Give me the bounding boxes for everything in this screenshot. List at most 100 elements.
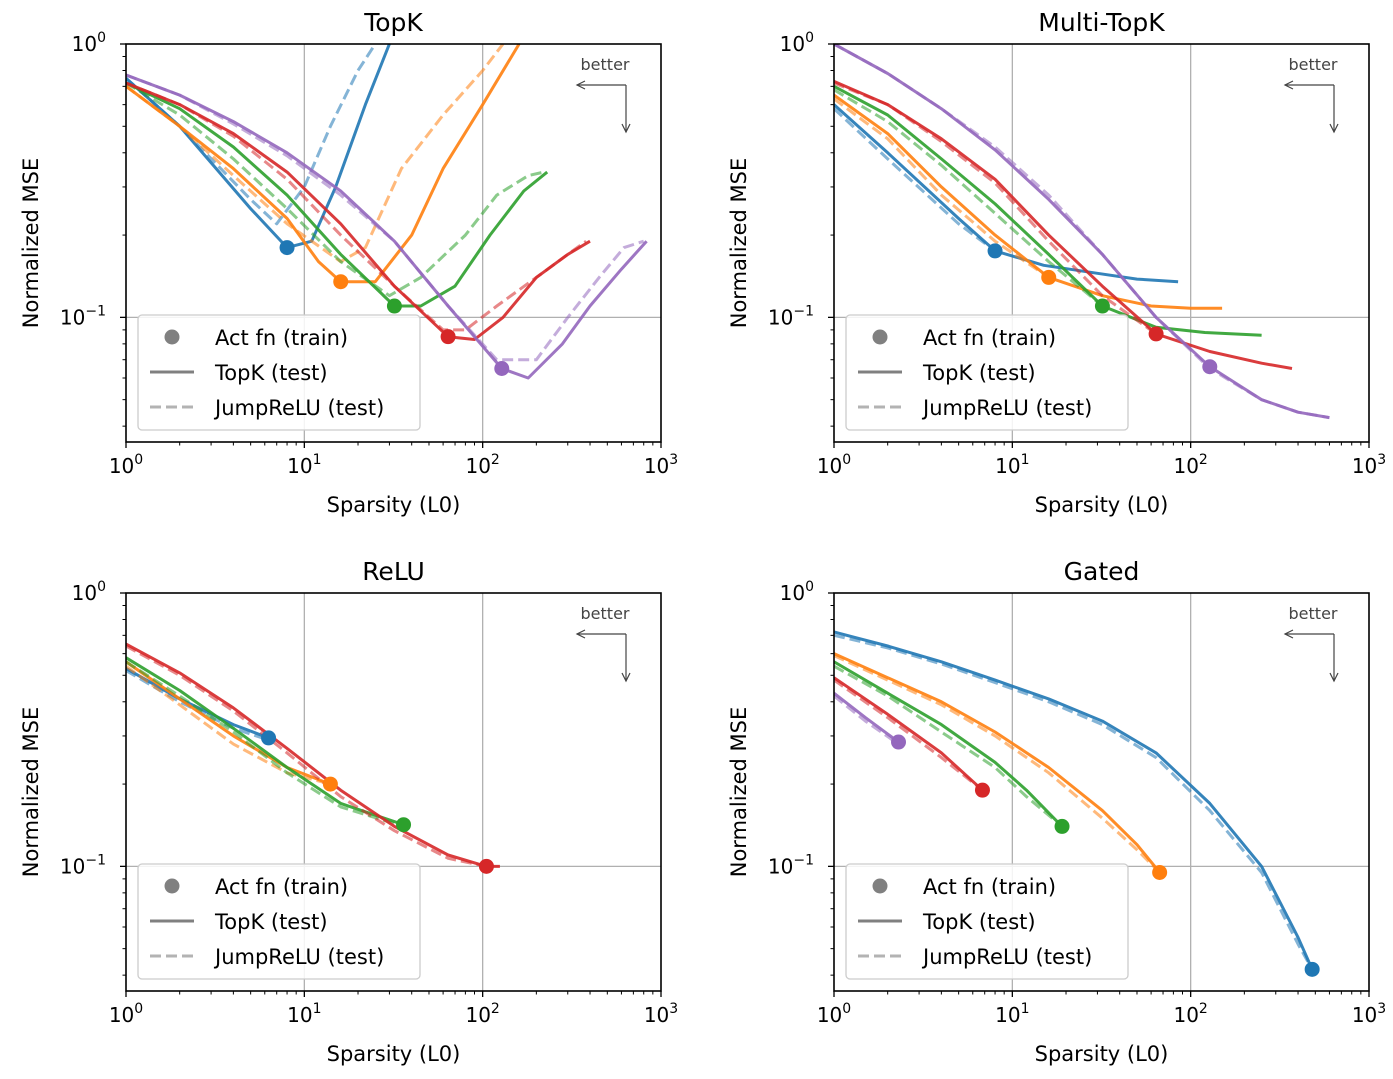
left-arrow-head <box>1283 80 1294 90</box>
y-axis-label: Normalized MSE <box>19 158 43 328</box>
jumprelu-line-green <box>126 660 404 828</box>
left-arrow-head <box>1283 629 1294 639</box>
y-tick-label-base: 10 <box>780 581 805 605</box>
jumprelu-line-blue <box>834 633 1314 971</box>
chart-title: ReLU <box>362 557 425 586</box>
legend-label: JumpReLU (test) <box>921 396 1092 420</box>
x-tick-label: 101 <box>995 452 1029 478</box>
y-tick-label-base: 10 <box>72 32 97 56</box>
x-tick-label-base: 10 <box>1173 454 1198 478</box>
x-tick-label: 100 <box>817 452 851 478</box>
plot-frame <box>125 592 662 992</box>
train-point-orange <box>333 274 349 290</box>
legend-label: JumpReLU (test) <box>213 396 384 420</box>
train-point-red <box>974 782 990 798</box>
x-tick-label-exp: 0 <box>842 452 851 468</box>
legend-label: TopK (test) <box>214 910 328 934</box>
y-tick-label-base: 10 <box>60 305 85 329</box>
y-tick-label-base: 10 <box>768 854 793 878</box>
legend-marker-circle <box>164 329 180 345</box>
x-tick-label-exp: 3 <box>1377 452 1386 468</box>
jumprelu-line-red <box>834 678 984 792</box>
y-tick-label: 100 <box>780 579 814 605</box>
topk-line-red <box>834 676 984 792</box>
legend-label: Act fn (train) <box>215 875 348 899</box>
legend-label: Act fn (train) <box>923 875 1056 899</box>
train-point-blue <box>261 730 277 746</box>
train-point-purple <box>494 361 510 377</box>
better-label: better <box>1289 604 1338 623</box>
train-point-green <box>1094 298 1110 314</box>
x-tick-label-exp: 2 <box>1199 1001 1208 1017</box>
train-point-green <box>396 817 412 833</box>
left-arrow-head <box>575 80 586 90</box>
x-tick-label-base: 10 <box>995 1003 1020 1027</box>
x-tick-label-exp: 1 <box>313 452 322 468</box>
x-tick-label-base: 10 <box>287 454 312 478</box>
x-tick-label-exp: 0 <box>134 452 143 468</box>
topk-line-blue <box>834 630 1314 971</box>
legend: Act fn (train) TopK (test) JumpReLU (test) <box>845 863 1129 980</box>
train-point-green <box>1054 818 1070 834</box>
series-group <box>126 44 648 380</box>
legend-marker-circle <box>872 878 888 894</box>
chart-title: TopK <box>363 8 423 37</box>
x-tick-label: 100 <box>109 1001 143 1027</box>
jumprelu-line-purple <box>834 694 900 746</box>
better-label: better <box>581 604 630 623</box>
x-tick-label-exp: 3 <box>669 1001 678 1017</box>
series-group <box>126 642 500 868</box>
train-point-blue <box>987 243 1003 259</box>
legend-label: Act fn (train) <box>215 326 348 350</box>
x-tick-label: 102 <box>465 1001 499 1027</box>
x-tick-label-exp: 3 <box>1377 1001 1386 1017</box>
y-tick-label-exp: 0 <box>805 30 814 46</box>
y-tick-label: 10−1 <box>60 303 106 329</box>
topk-line-green <box>834 84 1262 337</box>
topk-line-purple <box>126 73 648 380</box>
better-label: better <box>1289 55 1338 74</box>
y-tick-label-exp: 0 <box>805 579 814 595</box>
topk-line-blue <box>126 667 270 740</box>
x-tick-label-base: 10 <box>995 454 1020 478</box>
topk-line-orange <box>126 660 331 786</box>
x-tick-label: 102 <box>465 452 499 478</box>
x-tick-label-exp: 3 <box>669 452 678 468</box>
topk-line-green <box>834 660 1064 828</box>
legend-label: Act fn (train) <box>923 326 1056 350</box>
plot-frame <box>833 43 1370 443</box>
legend-box <box>137 863 421 980</box>
x-tick-label-base: 10 <box>1352 1003 1377 1027</box>
jumprelu-line-red <box>126 644 487 868</box>
x-tick-label: 101 <box>995 1001 1029 1027</box>
x-tick-label: 103 <box>644 452 678 478</box>
jumprelu-line-green <box>126 81 545 298</box>
topk-line-green <box>126 81 549 308</box>
left-arrow-head <box>575 629 586 639</box>
better-annotation: better <box>575 604 631 683</box>
x-tick-label-base: 10 <box>1173 1003 1198 1027</box>
y-tick-label-exp: 0 <box>97 579 106 595</box>
x-tick-label: 100 <box>817 1001 851 1027</box>
x-tick-label-exp: 1 <box>1021 452 1030 468</box>
better-label: better <box>581 55 630 74</box>
y-tick-label-exp: 0 <box>97 30 106 46</box>
x-tick-label: 101 <box>287 452 321 478</box>
train-point-red <box>1148 326 1164 342</box>
legend-box <box>845 863 1129 980</box>
train-point-green <box>386 298 402 314</box>
chart-title: Gated <box>1064 557 1140 586</box>
better-annotation: better <box>1283 604 1339 683</box>
y-axis-label: Normalized MSE <box>727 707 751 877</box>
train-point-blue <box>1304 961 1320 977</box>
x-tick-label-exp: 1 <box>313 1001 322 1017</box>
legend-marker-circle <box>164 878 180 894</box>
y-tick-label: 100 <box>72 30 106 56</box>
x-tick-label: 103 <box>644 1001 678 1027</box>
y-tick-label-exp: −1 <box>85 303 106 319</box>
x-tick-label-base: 10 <box>465 454 490 478</box>
legend-label: TopK (test) <box>214 361 328 385</box>
x-tick-label-base: 10 <box>817 1003 842 1027</box>
